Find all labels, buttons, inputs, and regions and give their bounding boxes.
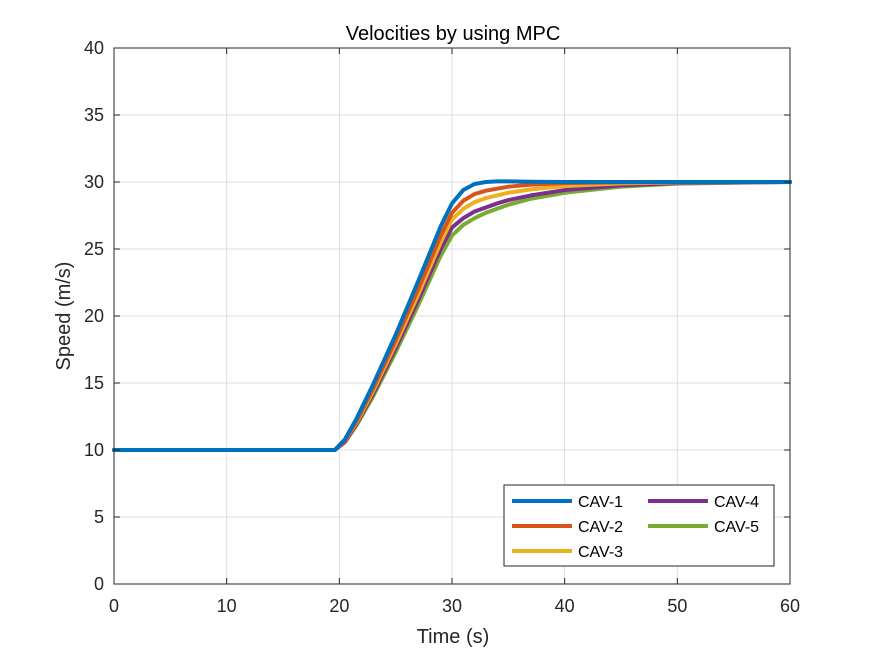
x-tick-label: 0 <box>109 596 119 616</box>
y-tick-label: 25 <box>84 239 104 259</box>
x-tick-label: 50 <box>667 596 687 616</box>
y-tick-label: 40 <box>84 38 104 58</box>
chart-title: Velocities by using MPC <box>346 23 561 45</box>
y-tick-label: 20 <box>84 306 104 326</box>
legend-label: CAV-2 <box>578 519 623 536</box>
legend-label: CAV-4 <box>714 494 759 511</box>
x-tick-label: 10 <box>217 596 237 616</box>
y-tick-label: 30 <box>84 172 104 192</box>
x-tick-label: 30 <box>442 596 462 616</box>
legend-label: CAV-3 <box>578 544 623 561</box>
x-tick-label: 20 <box>329 596 349 616</box>
y-tick-label: 0 <box>94 574 104 594</box>
y-tick-label: 15 <box>84 373 104 393</box>
x-axis-label: Time (s) <box>417 626 490 648</box>
legend-label: CAV-1 <box>578 494 623 511</box>
legend: CAV-1 CAV-2 CAV-3 CAV-4 CAV-5 <box>503 484 775 567</box>
x-tick-label: 60 <box>780 596 800 616</box>
y-tick-label: 10 <box>84 440 104 460</box>
y-tick-label: 35 <box>84 105 104 125</box>
series-line-cav-1 <box>112 179 792 452</box>
x-tick-label: 40 <box>555 596 575 616</box>
y-tick-label: 5 <box>94 507 104 527</box>
y-axis-label: Speed (m/s) <box>53 262 75 371</box>
axis-ticks: 0 10 20 30 40 50 60 0 5 10 15 20 25 30 35 40 <box>84 38 800 616</box>
legend-label: CAV-5 <box>714 519 759 536</box>
series-layer <box>112 179 792 452</box>
